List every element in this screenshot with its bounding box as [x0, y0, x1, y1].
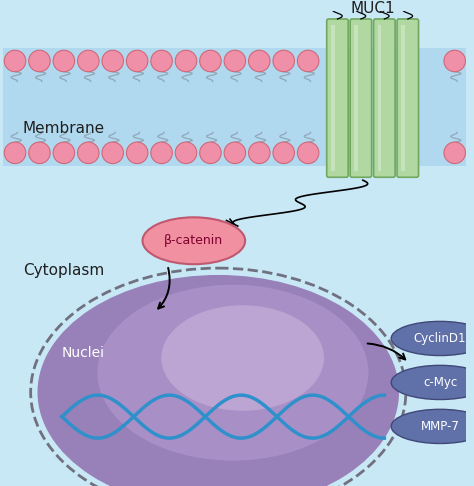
Text: CyclinD1: CyclinD1 — [414, 332, 466, 345]
Circle shape — [248, 50, 270, 72]
Ellipse shape — [161, 305, 324, 411]
Bar — [377, 25, 382, 172]
Ellipse shape — [391, 321, 474, 356]
Ellipse shape — [391, 365, 474, 399]
Circle shape — [224, 142, 246, 164]
Text: Cytoplasm: Cytoplasm — [23, 262, 104, 278]
Circle shape — [200, 50, 221, 72]
Circle shape — [200, 142, 221, 164]
Circle shape — [4, 50, 26, 72]
Circle shape — [78, 50, 99, 72]
FancyBboxPatch shape — [327, 19, 348, 177]
Ellipse shape — [143, 217, 245, 264]
Bar — [354, 25, 358, 172]
Circle shape — [29, 142, 50, 164]
Text: Nuclei: Nuclei — [62, 346, 105, 360]
Circle shape — [444, 142, 465, 164]
Ellipse shape — [391, 409, 474, 444]
Text: MMP-7: MMP-7 — [420, 420, 459, 433]
Text: c-Myc: c-Myc — [423, 376, 457, 389]
Circle shape — [297, 50, 319, 72]
Circle shape — [273, 50, 294, 72]
Text: β-catenin: β-catenin — [164, 234, 223, 247]
Circle shape — [53, 142, 74, 164]
Ellipse shape — [97, 285, 368, 461]
Circle shape — [248, 142, 270, 164]
Circle shape — [102, 50, 124, 72]
Circle shape — [297, 142, 319, 164]
Circle shape — [224, 50, 246, 72]
Circle shape — [175, 50, 197, 72]
Circle shape — [151, 50, 173, 72]
Circle shape — [78, 142, 99, 164]
Bar — [330, 25, 335, 172]
Circle shape — [127, 142, 148, 164]
Text: Membrane: Membrane — [23, 121, 105, 136]
Circle shape — [102, 142, 124, 164]
FancyBboxPatch shape — [397, 19, 419, 177]
FancyBboxPatch shape — [374, 19, 395, 177]
Text: MUC1: MUC1 — [350, 1, 395, 16]
Circle shape — [4, 142, 26, 164]
Bar — [3, 48, 466, 166]
FancyBboxPatch shape — [350, 19, 372, 177]
Circle shape — [444, 50, 465, 72]
Circle shape — [151, 142, 173, 164]
Circle shape — [175, 142, 197, 164]
Ellipse shape — [37, 275, 399, 486]
Circle shape — [29, 50, 50, 72]
Circle shape — [127, 50, 148, 72]
Circle shape — [53, 50, 74, 72]
Bar — [401, 25, 405, 172]
Circle shape — [273, 142, 294, 164]
